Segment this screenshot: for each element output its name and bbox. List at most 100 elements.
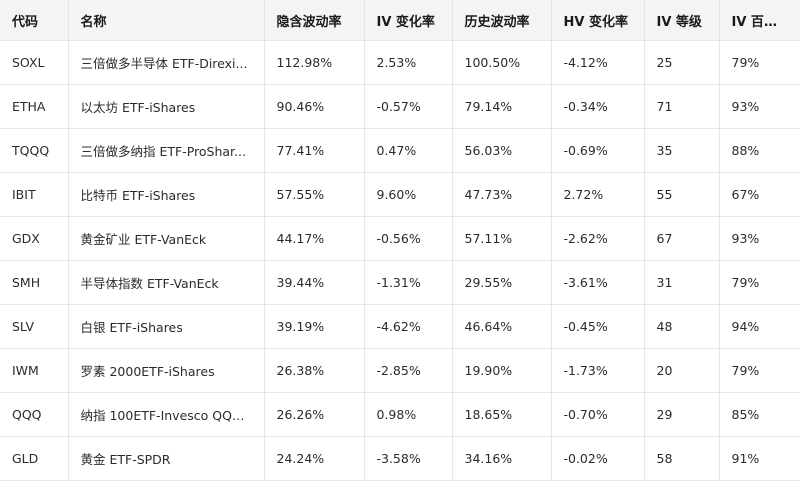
iv-percentile-cell: 79% [719, 348, 800, 393]
hv-change-cell: -4.12% [551, 40, 645, 85]
code-cell: SMH [0, 260, 69, 305]
column-header-iv-percentile[interactable]: IV 百分位 [719, 0, 800, 41]
implied-volatility-cell: 39.19% [264, 304, 365, 349]
implied-volatility-cell: 44.17% [264, 216, 365, 261]
table-row[interactable]: IWM 罗素 2000ETF-iShares 26.38% -2.85% 19.90% -… [0, 348, 800, 393]
code-cell: IBIT [0, 172, 69, 217]
code-cell: GLD [0, 436, 69, 481]
column-header-code[interactable]: 代码 [0, 0, 69, 41]
table-row[interactable]: GLD 黄金 ETF-SPDR 24.24% -3.58% 34.16% -0.02% 58… [0, 436, 800, 481]
table-row[interactable]: SLV 白银 ETF-iShares 39.19% -4.62% 46.64% -0.45… [0, 304, 800, 349]
iv-percentile-cell: 79% [719, 40, 800, 85]
name-cell: 白银 ETF-iShares [68, 304, 265, 349]
historical-volatility-cell: 57.11% [452, 216, 552, 261]
code-cell: QQQ [0, 392, 69, 437]
name-cell: 纳指 100ETF-Invesco QQQ... [68, 392, 265, 437]
code-cell: SOXL [0, 40, 69, 85]
iv-percentile-cell: 88% [719, 128, 800, 173]
iv-percentile-cell: 94% [719, 304, 800, 349]
iv-rank-cell: 20 [644, 348, 720, 393]
table-row[interactable]: QQQ 纳指 100ETF-Invesco QQQ... 26.26% 0.98% 18… [0, 392, 800, 437]
iv-percentile-cell: 93% [719, 216, 800, 261]
iv-change-cell: 0.47% [364, 128, 453, 173]
implied-volatility-cell: 77.41% [264, 128, 365, 173]
iv-rank-cell: 29 [644, 392, 720, 437]
iv-change-cell: -2.85% [364, 348, 453, 393]
historical-volatility-cell: 34.16% [452, 436, 552, 481]
table-row[interactable]: IBIT 比特币 ETF-iShares 57.55% 9.60% 47.73% 2.72… [0, 172, 800, 217]
column-header-iv-rank[interactable]: IV 等级 [644, 0, 720, 41]
table-row[interactable]: ETHA 以太坊 ETF-iShares 90.46% -0.57% 79.14% -0.… [0, 84, 800, 129]
table-row[interactable]: SMH 半导体指数 ETF-VanEck 39.44% -1.31% 29.55% -3.… [0, 260, 800, 305]
hv-change-cell: -0.69% [551, 128, 645, 173]
table-row[interactable]: TQQQ 三倍做多纳指 ETF-ProShar... 77.41% 0.47% 56.0… [0, 128, 800, 173]
iv-percentile-cell: 91% [719, 436, 800, 481]
hv-change-cell: -3.61% [551, 260, 645, 305]
table-header-row: 代码 名称 隐含波动率 IV 变化率 历史波动率 HV 变化率 IV 等级 IV… [0, 0, 800, 41]
code-cell: ETHA [0, 84, 69, 129]
historical-volatility-cell: 56.03% [452, 128, 552, 173]
table-body: SOXL 三倍做多半导体 ETF-Direxi... 112.98% 2.53% 100… [0, 40, 800, 481]
name-cell: 以太坊 ETF-iShares [68, 84, 265, 129]
name-cell: 比特币 ETF-iShares [68, 172, 265, 217]
name-cell: 三倍做多半导体 ETF-Direxi... [68, 40, 265, 85]
implied-volatility-cell: 39.44% [264, 260, 365, 305]
code-cell: IWM [0, 348, 69, 393]
iv-rank-cell: 67 [644, 216, 720, 261]
implied-volatility-cell: 26.26% [264, 392, 365, 437]
iv-change-cell: 9.60% [364, 172, 453, 217]
iv-rank-cell: 48 [644, 304, 720, 349]
column-header-hv-change[interactable]: HV 变化率 [551, 0, 645, 41]
iv-rank-cell: 71 [644, 84, 720, 129]
code-cell: SLV [0, 304, 69, 349]
historical-volatility-cell: 100.50% [452, 40, 552, 85]
code-cell: TQQQ [0, 128, 69, 173]
iv-rank-cell: 58 [644, 436, 720, 481]
iv-rank-cell: 31 [644, 260, 720, 305]
name-cell: 罗素 2000ETF-iShares [68, 348, 265, 393]
historical-volatility-cell: 46.64% [452, 304, 552, 349]
hv-change-cell: 2.72% [551, 172, 645, 217]
name-cell: 半导体指数 ETF-VanEck [68, 260, 265, 305]
historical-volatility-cell: 79.14% [452, 84, 552, 129]
iv-change-cell: -0.56% [364, 216, 453, 261]
implied-volatility-cell: 26.38% [264, 348, 365, 393]
hv-change-cell: -0.02% [551, 436, 645, 481]
historical-volatility-cell: 19.90% [452, 348, 552, 393]
iv-percentile-cell: 79% [719, 260, 800, 305]
historical-volatility-cell: 18.65% [452, 392, 552, 437]
iv-rank-cell: 25 [644, 40, 720, 85]
iv-change-cell: 0.98% [364, 392, 453, 437]
code-cell: GDX [0, 216, 69, 261]
name-cell: 三倍做多纳指 ETF-ProShar... [68, 128, 265, 173]
historical-volatility-cell: 29.55% [452, 260, 552, 305]
iv-rank-cell: 35 [644, 128, 720, 173]
table-row[interactable]: GDX 黄金矿业 ETF-VanEck 44.17% -0.56% 57.11% -2.6… [0, 216, 800, 261]
column-header-name[interactable]: 名称 [68, 0, 265, 41]
hv-change-cell: -0.34% [551, 84, 645, 129]
column-header-historical-volatility[interactable]: 历史波动率 [452, 0, 552, 41]
hv-change-cell: -2.62% [551, 216, 645, 261]
iv-change-cell: -3.58% [364, 436, 453, 481]
implied-volatility-cell: 24.24% [264, 436, 365, 481]
column-header-iv-change[interactable]: IV 变化率 [364, 0, 453, 41]
iv-percentile-cell: 93% [719, 84, 800, 129]
iv-change-cell: -0.57% [364, 84, 453, 129]
iv-rank-cell: 55 [644, 172, 720, 217]
historical-volatility-cell: 47.73% [452, 172, 552, 217]
name-cell: 黄金矿业 ETF-VanEck [68, 216, 265, 261]
hv-change-cell: -1.73% [551, 348, 645, 393]
iv-percentile-cell: 67% [719, 172, 800, 217]
iv-percentile-cell: 85% [719, 392, 800, 437]
iv-change-cell: 2.53% [364, 40, 453, 85]
column-header-implied-volatility[interactable]: 隐含波动率 [264, 0, 365, 41]
name-cell: 黄金 ETF-SPDR [68, 436, 265, 481]
implied-volatility-cell: 112.98% [264, 40, 365, 85]
table-row[interactable]: SOXL 三倍做多半导体 ETF-Direxi... 112.98% 2.53% 100… [0, 40, 800, 85]
iv-change-cell: -4.62% [364, 304, 453, 349]
implied-volatility-cell: 90.46% [264, 84, 365, 129]
iv-change-cell: -1.31% [364, 260, 453, 305]
hv-change-cell: -0.70% [551, 392, 645, 437]
implied-volatility-cell: 57.55% [264, 172, 365, 217]
